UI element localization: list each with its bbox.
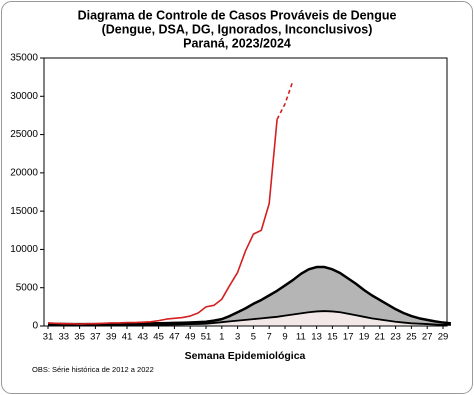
y-tick-label: 25000 [10, 129, 38, 140]
x-tick-label: 47 [169, 332, 180, 343]
x-tick-label: 9 [282, 332, 287, 343]
x-tick-label: 7 [267, 332, 272, 343]
x-tick-label: 35 [74, 332, 85, 343]
x-tick-label: 11 [296, 332, 306, 343]
x-tick-label: 19 [359, 332, 370, 343]
x-tick-label: 51 [201, 332, 212, 343]
x-tick-label: 13 [311, 332, 322, 343]
x-tick-label: 25 [406, 332, 417, 343]
x-tick-label: 3 [235, 332, 240, 343]
x-tick-label: 27 [422, 332, 433, 343]
y-tick-label: 5000 [16, 282, 39, 293]
chart-title: Diagrama de Controle de Casos Prováveis … [78, 8, 397, 22]
x-tick-label: 21 [375, 332, 386, 343]
x-tick-label: 41 [122, 332, 133, 343]
x-tick-label: 37 [90, 332, 101, 343]
x-tick-label: 15 [327, 332, 338, 343]
x-tick-label: 45 [153, 332, 164, 343]
x-tick-label: 5 [251, 332, 256, 343]
plot-frame [43, 57, 448, 327]
chart-title: (Dengue, DSA, DG, Ignorados, Inconclusiv… [102, 22, 373, 36]
note: OBS: Série histórica de 2012 a 2022 [32, 365, 154, 374]
y-tick-label: 10000 [10, 244, 38, 255]
x-tick-label: 31 [43, 332, 54, 343]
chart-title: Paraná, 2023/2024 [183, 36, 291, 50]
line [47, 265, 452, 326]
y-tick-label: 0 [32, 321, 38, 332]
x-tick-label: 33 [59, 332, 70, 343]
line [47, 119, 278, 325]
x-tick-label: 43 [138, 332, 149, 343]
y-tick-label: 35000 [10, 53, 38, 64]
y-tick-label: 30000 [10, 91, 38, 102]
line [276, 80, 294, 120]
x-tick-label: 1 [219, 332, 224, 343]
x-axis-title: Semana Epidemiológica [185, 350, 306, 362]
y-tick-label: 15000 [10, 206, 38, 217]
x-tick-label: 17 [343, 332, 354, 343]
line [48, 310, 451, 326]
x-tick-label: 49 [185, 332, 196, 343]
area [48, 267, 451, 326]
y-tick-label: 20000 [10, 167, 38, 178]
x-tick-label: 39 [106, 332, 117, 343]
x-tick-label: 29 [438, 332, 449, 343]
x-tick-label: 23 [390, 332, 401, 343]
